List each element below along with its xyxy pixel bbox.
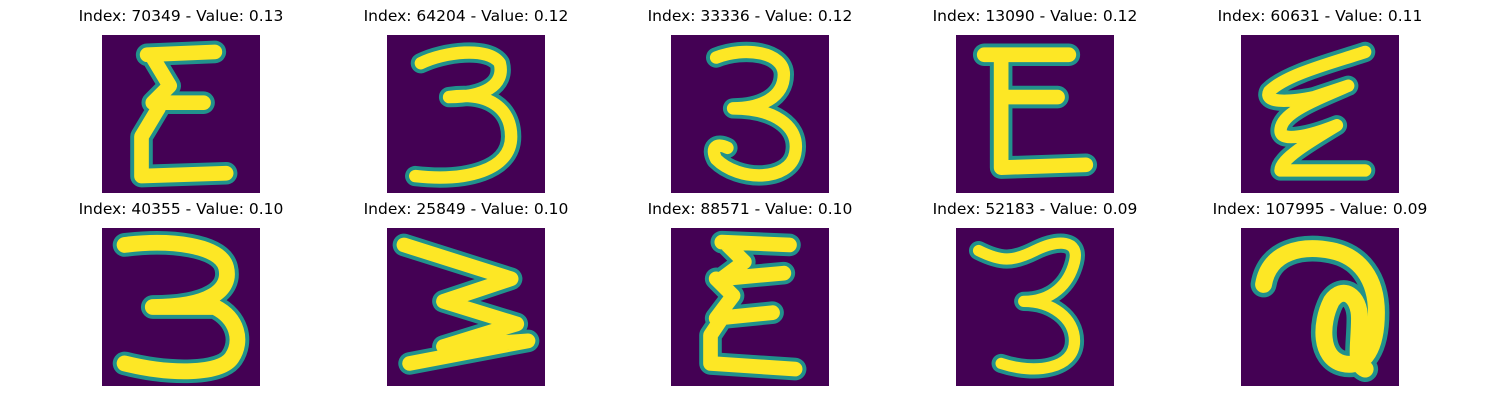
digit-image [956,35,1114,193]
digit-image [102,35,260,193]
panel-4: Index: 13090 - Value: 0.12 [933,6,1137,194]
panel-title: Index: 70349 - Value: 0.13 [78,7,284,25]
digit-image [671,35,829,193]
panel-title: Index: 40355 - Value: 0.10 [78,200,284,218]
panel-9: Index: 52183 - Value: 0.09 [933,199,1137,387]
panel-10: Index: 107995 - Value: 0.09 [1213,199,1427,387]
panel-title: Index: 13090 - Value: 0.12 [932,7,1138,25]
panel-2: Index: 64204 - Value: 0.12 [364,6,568,194]
panel-title: Index: 107995 - Value: 0.09 [1212,200,1428,218]
panel-7: Index: 25849 - Value: 0.10 [364,199,568,387]
panel-title: Index: 88571 - Value: 0.10 [647,200,853,218]
digit-image [102,228,260,386]
digit-image [1241,228,1399,386]
panel-title: Index: 60631 - Value: 0.11 [1217,7,1423,25]
panel-title: Index: 33336 - Value: 0.12 [647,7,853,25]
panel-title: Index: 52183 - Value: 0.09 [932,200,1138,218]
digit-image [671,228,829,386]
panel-5: Index: 60631 - Value: 0.11 [1218,6,1422,194]
panel-title: Index: 25849 - Value: 0.10 [363,200,569,218]
digit-image [387,35,545,193]
panel-3: Index: 33336 - Value: 0.12 [648,6,852,194]
panel-1: Index: 70349 - Value: 0.13 [79,6,283,194]
digit-image [1241,35,1399,193]
digit-image [956,228,1114,386]
panel-6: Index: 40355 - Value: 0.10 [79,199,283,387]
panel-title: Index: 64204 - Value: 0.12 [363,7,569,25]
digit-image [387,228,545,386]
panel-8: Index: 88571 - Value: 0.10 [648,199,852,387]
